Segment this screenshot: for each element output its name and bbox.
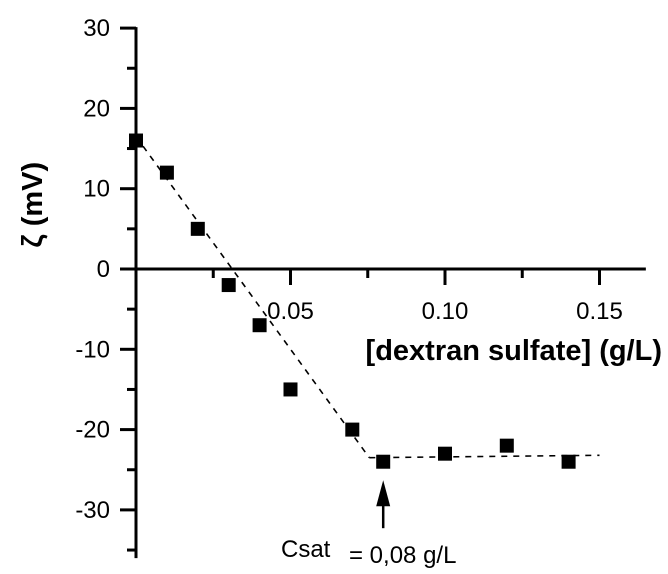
data-point [221, 278, 236, 293]
data-point [438, 446, 452, 461]
y-tick-label: 10 [83, 176, 110, 203]
csat-arrow [376, 480, 391, 529]
data-point [190, 221, 205, 236]
data-point [283, 382, 298, 397]
dashed-fit-line [369, 454, 600, 459]
x-tick-label: 0.15 [576, 298, 623, 325]
y-tick-label: -30 [75, 497, 110, 524]
data-point [499, 438, 514, 453]
fit-lines [135, 136, 600, 459]
data-point [561, 454, 576, 469]
x-tick-label: 0.10 [422, 298, 469, 325]
data-point [376, 454, 391, 469]
dashed-fit-line [135, 136, 370, 459]
csat-arrowhead [376, 480, 391, 507]
x-tick-label: 0.05 [267, 298, 314, 325]
y-tick-label: -10 [75, 336, 110, 363]
csat-annotation-value: = 0,08 g/L [349, 542, 456, 569]
y-axis-title: ζ (mV) [17, 162, 49, 248]
axes: 30 20 10 0 -10 -20 -30 0.05 0.10 0.15 [75, 15, 646, 559]
y-tick-label: 0 [97, 256, 110, 283]
x-axis-title: [dextran sulfate] (g/L) [366, 335, 662, 367]
csat-annotation-label: Csat [281, 536, 331, 563]
y-tick-label: 30 [83, 15, 110, 42]
y-tick-label: 20 [83, 95, 110, 122]
y-tick-label: -20 [75, 417, 110, 444]
data-point [129, 133, 143, 148]
data-point [252, 318, 267, 333]
data-point [345, 422, 360, 437]
labels: [dextran sulfate] (g/L) ζ (mV) Csat = 0,… [17, 162, 662, 569]
data-point [159, 165, 174, 180]
data-points [129, 133, 576, 469]
